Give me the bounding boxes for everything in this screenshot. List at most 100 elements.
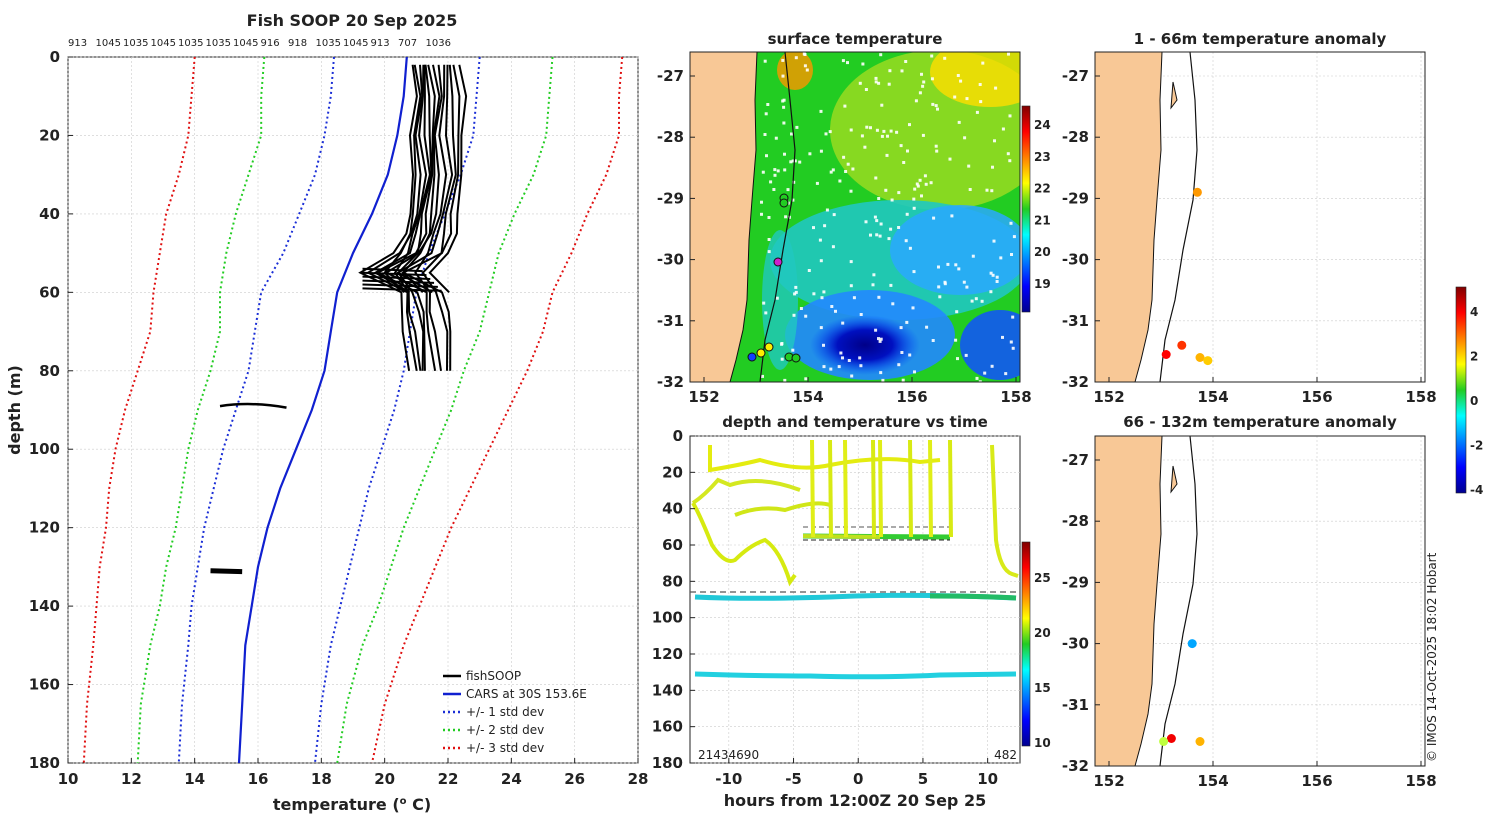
cloud-speck	[841, 59, 845, 63]
cool-patch	[960, 310, 1020, 380]
sst-station-marker	[791, 353, 801, 363]
cloud-speck	[807, 269, 811, 272]
timeseries-ytick-label: 100	[652, 609, 683, 627]
anom-xtick-label: 156	[1301, 772, 1332, 790]
cloud-speck	[1004, 372, 1008, 376]
cloud-speck	[812, 226, 815, 230]
sst-ytick-label: -30	[657, 251, 684, 269]
cloud-speck	[908, 123, 911, 127]
warm-patch	[930, 52, 1020, 107]
cloud-speck	[871, 283, 875, 287]
anom-ytick-label: -27	[1062, 451, 1089, 469]
sst-axes	[689, 51, 1021, 383]
cloud-speck	[964, 353, 968, 357]
cloud-speck	[767, 238, 771, 241]
cloud-speck	[792, 180, 796, 184]
cloud-speck	[763, 133, 767, 136]
profile-lines	[82, 57, 624, 763]
cloud-speck	[962, 280, 966, 284]
cast-track	[908, 439, 913, 538]
cloud-speck	[847, 359, 851, 362]
cloud-speck	[881, 378, 885, 382]
profile-id-label: 913	[68, 38, 87, 49]
cloud-speck	[783, 168, 787, 172]
cloud-speck	[946, 262, 950, 266]
cloud-speck	[889, 227, 893, 231]
cloud-speck	[841, 356, 844, 360]
sst-ytick-label: -29	[657, 189, 684, 207]
cloud-speck	[804, 314, 808, 318]
timeseries-colorbar-ticks: 25 20 15 10	[1034, 571, 1051, 750]
cloud-speck	[887, 237, 891, 241]
cloud-speck	[911, 306, 915, 310]
anom-xtick-label: 158	[1405, 772, 1436, 790]
timeseries-grid	[690, 435, 1020, 764]
cloud-speck	[943, 280, 947, 284]
cloud-speck	[904, 60, 908, 63]
profile-ytick-label: 40	[39, 205, 60, 223]
timeseries-xtick-label: 5	[918, 770, 928, 788]
cloud-speck	[764, 112, 768, 116]
timeseries-ytick-label: 40	[662, 500, 683, 518]
profile-xtick-label: 28	[628, 770, 649, 788]
cloud-speck	[841, 321, 845, 325]
cloud-speck	[798, 160, 802, 164]
sst-colorbar-label: 19	[1034, 277, 1051, 291]
profile-id-label: 918	[288, 38, 307, 49]
cloud-speck	[819, 109, 823, 113]
cast-track	[828, 439, 833, 538]
anom-ytick-label: -30	[1062, 251, 1089, 269]
timeseries-ytick-label: 60	[662, 536, 683, 554]
cloud-speck	[794, 56, 798, 60]
cloud-speck	[954, 338, 958, 342]
timeseries-xtick-label: -5	[785, 770, 802, 788]
cloud-speck	[900, 351, 904, 354]
profile-ytick-label: 80	[39, 362, 60, 380]
cloud-speck	[824, 132, 828, 136]
cast-track	[843, 439, 848, 538]
cloud-speck	[959, 79, 963, 83]
cloud-speck	[761, 374, 764, 378]
cloud-speck	[799, 307, 803, 310]
cast-track	[928, 439, 933, 538]
shelf-contour	[759, 52, 796, 382]
cloud-speck	[1001, 335, 1004, 339]
sst-colorbar-label: 20	[1034, 245, 1051, 259]
legend-entry: +/- 2 std dev	[466, 723, 544, 737]
profile-id-label: 913	[371, 38, 390, 49]
profile-xtick-label: 10	[58, 770, 79, 788]
cloud-speck	[791, 159, 795, 163]
anomaly-marker	[1177, 340, 1187, 350]
sst-colorbar-label: 22	[1034, 182, 1051, 196]
timeseries-xtick-label: 0	[853, 770, 863, 788]
cloud-speck	[830, 305, 834, 308]
cloud-speck	[795, 125, 799, 129]
profile-ytick-label: 180	[29, 754, 60, 772]
cloud-speck	[872, 273, 876, 277]
credit-text: © IMOS 14-Oct-2025 18:02 Hobart	[1425, 552, 1439, 762]
fishsoop-cast	[373, 64, 431, 294]
cloud-speck	[938, 295, 942, 299]
upper-track	[708, 445, 941, 473]
sst-xtick-label: 156	[896, 388, 927, 406]
cloud-speck	[978, 83, 982, 86]
profile-id-label: 1045	[96, 38, 121, 49]
anomaly-marker	[1195, 353, 1205, 362]
cloud-speck	[850, 374, 854, 378]
cloud-speck	[891, 302, 895, 306]
cloud-speck	[763, 59, 767, 63]
upper-track	[734, 501, 831, 517]
profile-ytick-label: 100	[29, 440, 60, 458]
cloud-speck	[842, 155, 846, 159]
anomaly-marker	[1159, 737, 1169, 746]
sst-colorbar	[1021, 105, 1031, 313]
cloud-speck	[906, 149, 909, 153]
anomaly-colorbar-label: -4	[1470, 483, 1483, 497]
std2-line	[136, 57, 266, 763]
sst-ytick-label: -27	[657, 67, 684, 85]
cast-tracks	[810, 439, 953, 538]
fishsoop-cast	[384, 64, 443, 371]
cloud-speck	[776, 169, 780, 173]
cloud-speck	[805, 68, 809, 72]
